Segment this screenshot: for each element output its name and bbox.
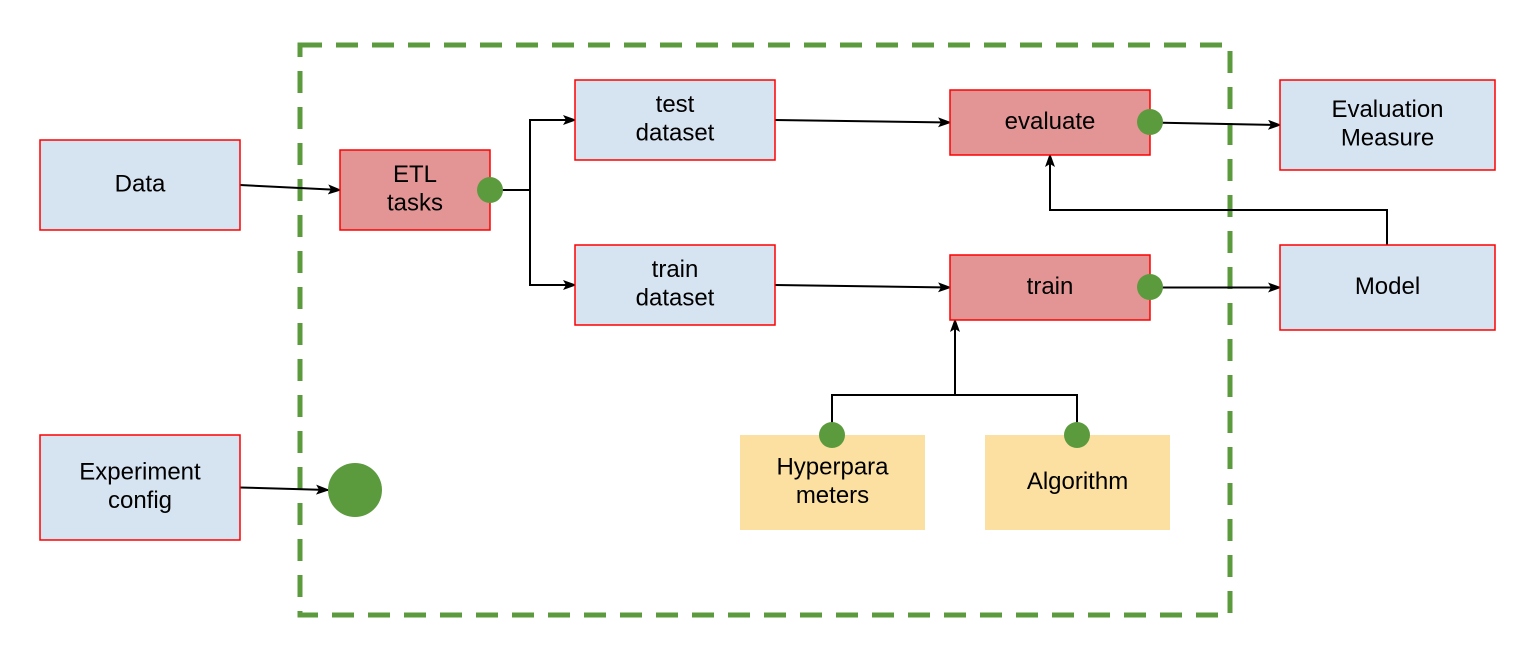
config-dot-3 — [819, 422, 845, 448]
node-label-eval_meas-1: Measure — [1341, 125, 1434, 152]
flowchart-canvas: DataExperimentconfigETLtaskstestdatasett… — [0, 0, 1522, 658]
edge-5 — [775, 285, 950, 288]
config-dot-2 — [1137, 274, 1163, 300]
nodes-group: DataExperimentconfigETLtaskstestdatasett… — [40, 80, 1495, 540]
node-label-exp_config-0: Experiment — [79, 458, 201, 485]
config-dot-4 — [1064, 422, 1090, 448]
node-label-test_ds-1: dataset — [636, 120, 715, 147]
node-algo: Algorithm — [985, 435, 1170, 530]
edge-4 — [775, 120, 950, 123]
node-label-eval_meas-0: Evaluation — [1331, 96, 1443, 123]
node-data: Data — [40, 140, 240, 230]
edge-6 — [1150, 123, 1280, 126]
node-exp_config: Experimentconfig — [40, 435, 240, 540]
edge-0 — [240, 185, 340, 190]
node-label-exp_config-1: config — [108, 487, 172, 514]
node-label-train_ds-1: dataset — [636, 285, 715, 312]
node-label-data: Data — [115, 170, 166, 197]
node-train: train — [950, 255, 1150, 320]
edge-2 — [490, 120, 575, 190]
node-label-etl-1: tasks — [387, 190, 443, 217]
node-hyper: Hyperparameters — [740, 435, 925, 530]
node-train_ds: traindataset — [575, 245, 775, 325]
edge-9 — [832, 395, 1077, 435]
node-label-test_ds-0: test — [656, 91, 695, 118]
node-label-hyper-0: Hyperpara — [776, 453, 889, 480]
node-label-evaluate: evaluate — [1005, 108, 1096, 135]
edge-3 — [490, 190, 575, 285]
node-eval_meas: EvaluationMeasure — [1280, 80, 1495, 170]
node-label-model: Model — [1355, 273, 1420, 300]
node-label-algo: Algorithm — [1027, 468, 1128, 495]
edge-1 — [240, 488, 328, 491]
node-test_ds: testdataset — [575, 80, 775, 160]
node-label-train_ds-0: train — [652, 256, 699, 283]
node-etl: ETLtasks — [340, 150, 490, 230]
config-dot-1 — [1137, 109, 1163, 135]
node-label-train: train — [1027, 273, 1074, 300]
node-label-hyper-1: meters — [796, 482, 869, 509]
node-evaluate: evaluate — [950, 90, 1150, 155]
node-label-etl-0: ETL — [393, 161, 437, 188]
config-dot-0 — [477, 177, 503, 203]
node-model: Model — [1280, 245, 1495, 330]
config-dot-5 — [328, 463, 382, 517]
